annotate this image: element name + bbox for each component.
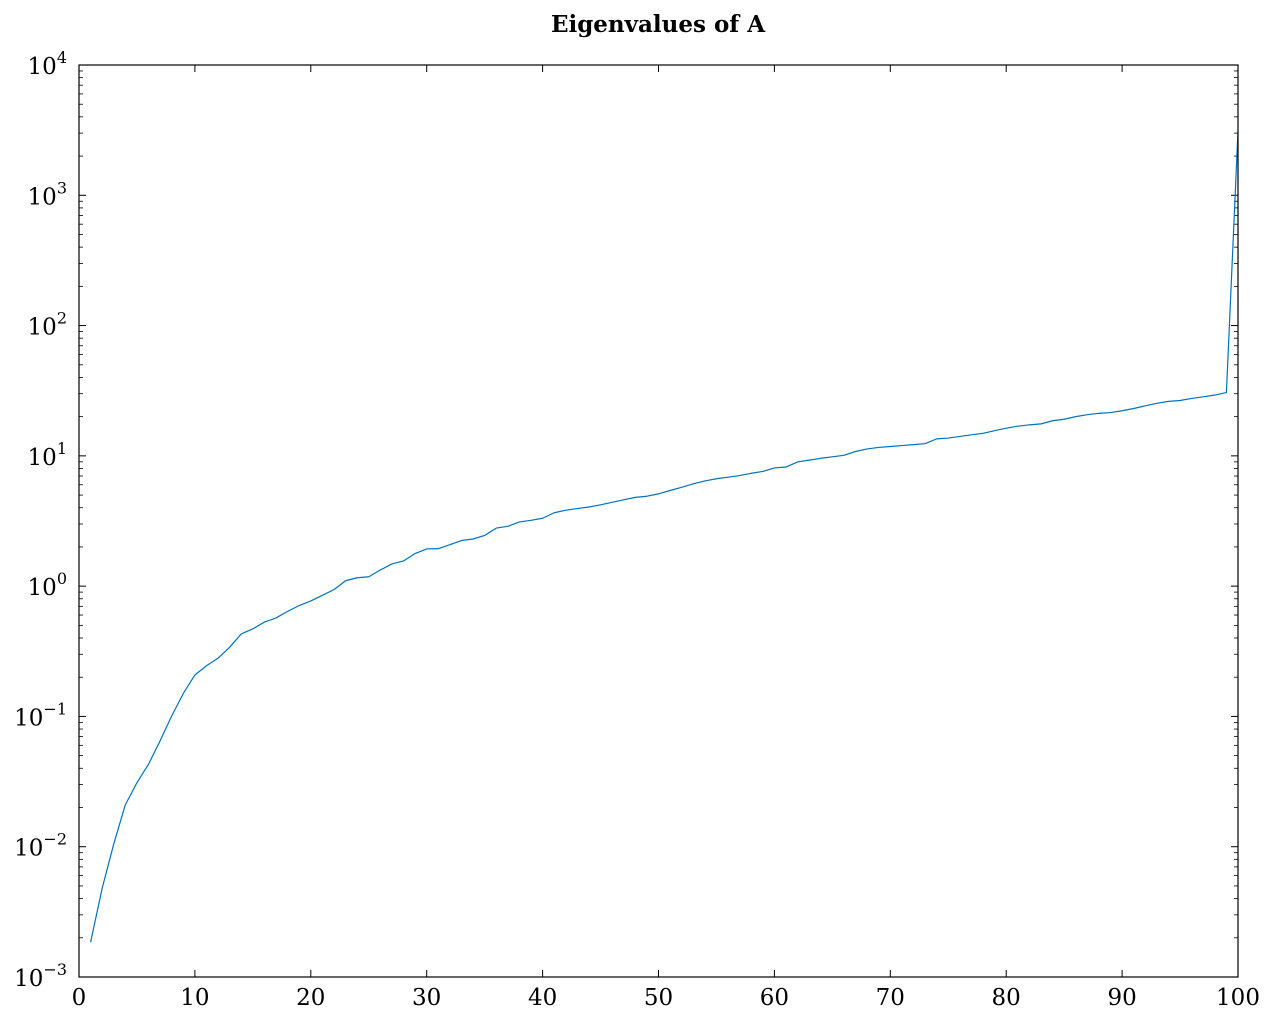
x-tick-label: 100 bbox=[1216, 985, 1260, 1011]
x-tick-labels: 0 10 20 30 40 50 60 70 80 90 100 bbox=[72, 985, 1260, 1011]
y-tick-label: 103 bbox=[28, 178, 67, 210]
series-line-0 bbox=[90, 131, 1239, 943]
x-tick-label: 80 bbox=[992, 985, 1021, 1011]
y-tick-labels: 10−3 10−2 10−1 100 101 102 103 104 bbox=[14, 48, 67, 992]
x-tick-label: 20 bbox=[296, 985, 325, 1011]
x-tick-label: 70 bbox=[876, 985, 905, 1011]
y-tick-label: 104 bbox=[28, 48, 67, 80]
x-tick-label: 30 bbox=[412, 985, 441, 1011]
x-tick-label: 40 bbox=[528, 985, 557, 1011]
y-tick-label: 10−1 bbox=[14, 699, 67, 731]
y-tick-label: 10−2 bbox=[14, 830, 67, 862]
y-tick-label: 100 bbox=[28, 569, 67, 601]
y-tick-label: 102 bbox=[28, 309, 67, 341]
x-tick-label: 0 bbox=[72, 985, 87, 1011]
x-tick-label: 60 bbox=[760, 985, 789, 1011]
minor-ticks bbox=[79, 70, 1238, 939]
y-tick-label: 101 bbox=[28, 439, 67, 471]
y-tick-label: 10−3 bbox=[14, 960, 67, 992]
chart-title: Eigenvalues of A bbox=[551, 11, 766, 38]
plot-frame bbox=[78, 64, 1239, 978]
x-tick-label: 10 bbox=[180, 985, 209, 1011]
major-ticks bbox=[78, 64, 1239, 978]
x-tick-label: 90 bbox=[1107, 985, 1136, 1011]
x-tick-label: 50 bbox=[644, 985, 673, 1011]
series-layer bbox=[90, 131, 1239, 943]
